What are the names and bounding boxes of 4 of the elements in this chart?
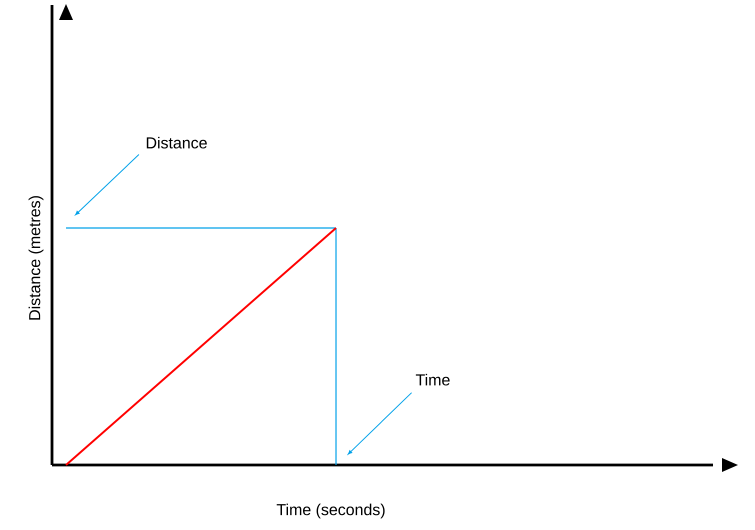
text: Distance xyxy=(146,136,207,149)
y-axis-title: Distance (metres) xyxy=(28,196,44,320)
x-axis-title: Time (seconds) xyxy=(276,504,385,518)
annotation: Time xyxy=(416,374,450,386)
